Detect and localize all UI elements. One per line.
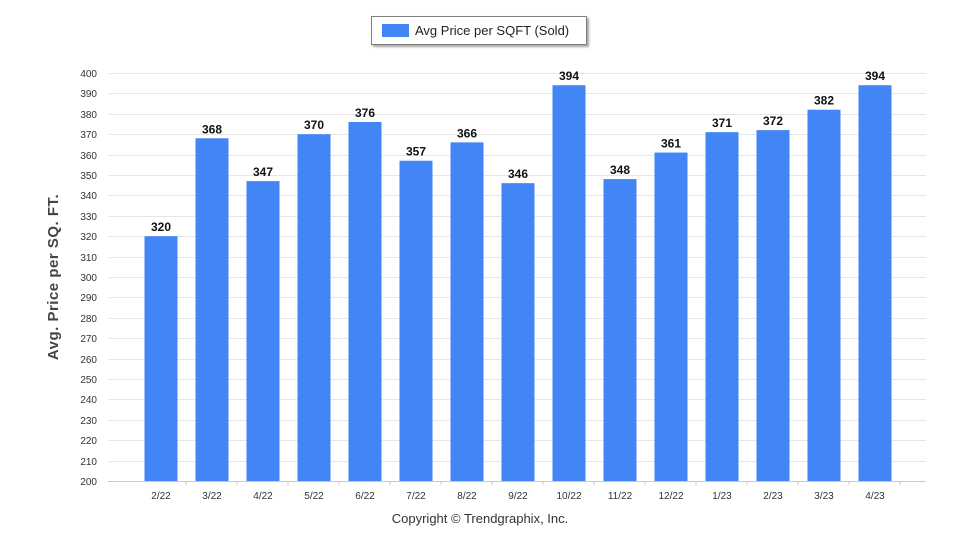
y-tick-label: 400 (80, 69, 97, 80)
y-tick-label: 230 (80, 416, 97, 427)
x-tick-label: 12/22 (658, 491, 683, 502)
x-tick-label: 6/22 (355, 491, 375, 502)
y-tick-label: 280 (80, 314, 97, 325)
bar (552, 85, 586, 482)
x-tick-label: 7/22 (406, 491, 426, 502)
bar (705, 132, 739, 481)
legend-swatch (382, 24, 409, 37)
legend: Avg Price per SQFT (Sold) (371, 16, 587, 45)
x-tick-label: 3/22 (202, 491, 222, 502)
data-label: 347 (253, 165, 273, 179)
data-label: 346 (508, 167, 528, 181)
y-tick-label: 350 (80, 171, 97, 182)
data-label: 376 (355, 106, 375, 120)
bar (654, 152, 688, 481)
bar (297, 134, 331, 481)
data-label: 371 (712, 116, 732, 130)
x-tick-label: 4/23 (865, 491, 885, 502)
y-tick-label: 310 (80, 253, 97, 264)
x-tick-label: 4/22 (253, 491, 273, 502)
y-tick-label: 260 (80, 355, 97, 366)
legend-label: Avg Price per SQFT (Sold) (415, 23, 570, 38)
x-tick-label: 5/22 (304, 491, 324, 502)
y-tick-label: 290 (80, 293, 97, 304)
copyright-text: Copyright © Trendgraphix, Inc. (391, 511, 569, 526)
y-tick-label: 340 (80, 191, 97, 202)
y-tick-label: 270 (80, 334, 97, 345)
y-tick-label: 200 (80, 477, 97, 488)
y-tick-label: 380 (80, 110, 97, 121)
data-label: 370 (304, 118, 324, 132)
y-axis-title: Avg. Price per SQ. FT. (45, 194, 62, 360)
data-label: 357 (406, 145, 426, 159)
bar (603, 179, 637, 481)
x-tick-label: 3/23 (814, 491, 834, 502)
x-tick-label: 2/22 (151, 491, 171, 502)
data-label: 372 (763, 114, 783, 128)
bar (246, 181, 280, 481)
x-tick-label: 1/23 (712, 491, 732, 502)
x-tick-label: 10/22 (556, 491, 581, 502)
y-tick-label: 250 (80, 375, 97, 386)
y-tick-label: 370 (80, 130, 97, 141)
data-label: 361 (661, 137, 681, 151)
y-tick-label: 330 (80, 212, 97, 223)
data-label: 394 (865, 69, 885, 83)
y-tick-label: 220 (80, 436, 97, 447)
bar (195, 138, 229, 481)
y-tick-label: 320 (80, 232, 97, 243)
bar (144, 236, 178, 481)
x-tick-label: 8/22 (457, 491, 477, 502)
bar (807, 109, 841, 481)
data-label: 320 (151, 220, 171, 234)
data-label: 382 (814, 94, 834, 108)
x-tick-label: 9/22 (508, 491, 528, 502)
x-tick-label: 11/22 (608, 491, 633, 502)
bar (450, 142, 484, 482)
y-tick-label: 360 (80, 151, 97, 162)
bar (756, 130, 790, 481)
y-tick-label: 300 (80, 273, 97, 284)
y-tick-label: 210 (80, 457, 97, 468)
y-tick-label: 390 (80, 89, 97, 100)
data-label: 348 (610, 163, 630, 177)
y-tick-label: 240 (80, 395, 97, 406)
bar (399, 160, 433, 481)
bar (501, 183, 535, 481)
data-label: 394 (559, 69, 579, 83)
bar (858, 85, 892, 482)
x-tick-label: 2/23 (763, 491, 783, 502)
data-label: 366 (457, 126, 477, 140)
data-label: 368 (202, 122, 222, 136)
bar (348, 121, 382, 482)
